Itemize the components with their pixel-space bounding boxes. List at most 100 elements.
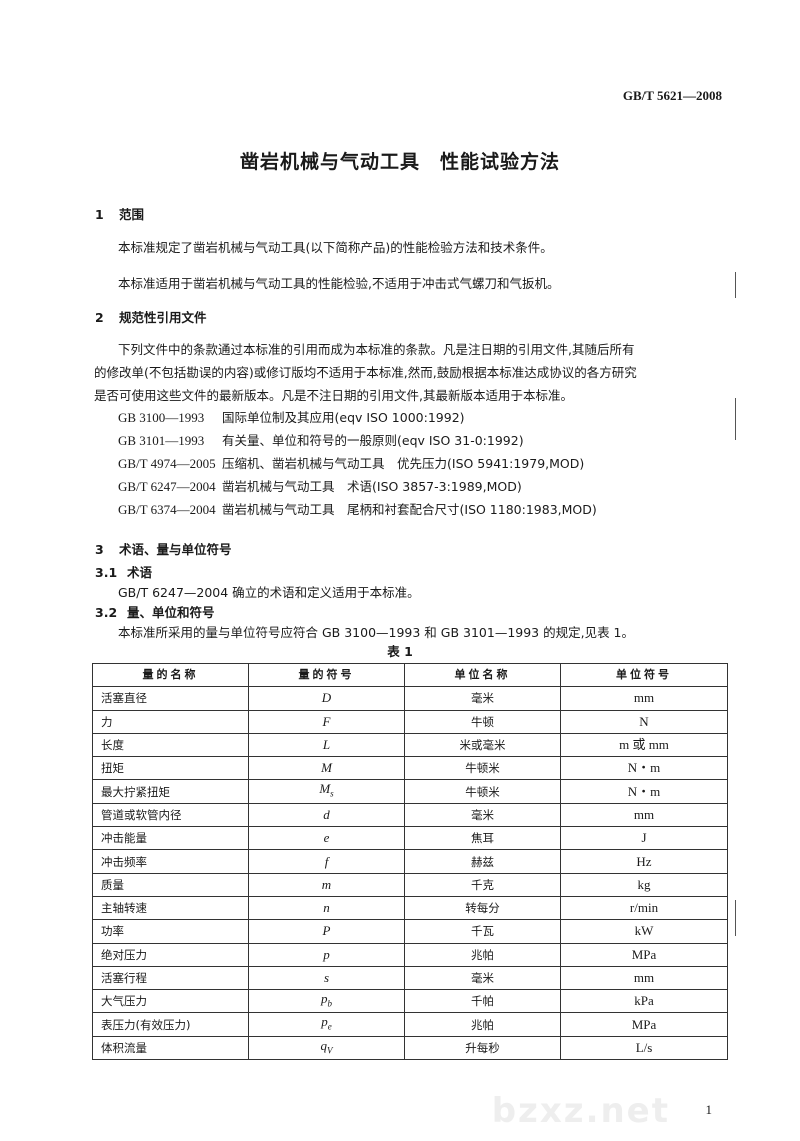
symbol-base: n xyxy=(323,900,330,916)
paragraph: GB/T 6247—2004 确立的术语和定义适用于本标准。 xyxy=(118,585,420,600)
unit-symbol: Hz xyxy=(560,849,728,874)
quantity-symbol: qV xyxy=(248,1035,405,1061)
reference-title: 凿岩机械与气动工具 尾柄和衬套配合尺寸(ISO 1180:1983,MOD) xyxy=(222,502,597,517)
change-bar xyxy=(735,900,736,936)
section-3-1-heading: 3.1 术语 xyxy=(95,565,152,581)
paragraph-line: 的修改单(不包括勘误的内容)或修订版均不适用于本标准,然而,鼓励根据本标准达成协… xyxy=(94,365,637,380)
paragraph-line: 是否可使用这些文件的最新版本。凡是不注日期的引用文件,其最新版本适用于本标准。 xyxy=(94,388,573,403)
table-row: 长度 L 米或毫米 m 或 mm xyxy=(92,732,728,758)
quantity-name: 力 xyxy=(92,709,249,734)
unit-name: 牛顿米 xyxy=(404,779,561,804)
unit-name: 赫兹 xyxy=(404,849,561,874)
quantity-name: 管道或软管内径 xyxy=(92,802,249,828)
reference-item: GB 3101—1993 有关量、单位和符号的一般原则(eqv ISO 31-0:… xyxy=(118,433,524,449)
section-number: 3.2 xyxy=(95,605,118,620)
section-1-heading: 1 范围 xyxy=(95,207,144,223)
quantity-name: 冲击能量 xyxy=(92,826,249,851)
reference-title: 有关量、单位和符号的一般原则(eqv ISO 31-0:1992) xyxy=(222,433,524,448)
paragraph-line: 下列文件中的条款通过本标准的引用而成为本标准的条款。凡是注日期的引用文件,其随后… xyxy=(118,342,635,357)
column-header: 量的名称 xyxy=(92,662,249,688)
quantity-symbol: pe xyxy=(248,1012,405,1037)
quantity-symbol: F xyxy=(248,709,405,734)
table-row: 冲击频率 f 赫兹 Hz xyxy=(92,849,728,874)
document-code: GB/T 5621—2008 xyxy=(622,88,722,103)
symbol-base: p xyxy=(321,991,328,1006)
table-row: 最大拧紧扭矩 Ms 牛顿米 N・m xyxy=(92,779,728,804)
unit-name: 转每分 xyxy=(404,895,561,921)
unit-symbol: m 或 mm xyxy=(560,732,728,758)
section-2-heading: 2 规范性引用文件 xyxy=(95,310,207,326)
symbol-base: s xyxy=(323,970,330,985)
quantity-name: 质量 xyxy=(92,872,249,897)
paragraph: 本标准适用于凿岩机械与气动工具的性能检验,不适用于冲击式气螺刀和气扳机。 xyxy=(118,276,560,291)
unit-symbol: kPa xyxy=(560,989,728,1014)
section-title: 术语、量与单位符号 xyxy=(119,542,232,557)
reference-code: GB 3101—1993 xyxy=(118,433,205,448)
unit-name: 毫米 xyxy=(404,686,561,711)
unit-symbol: kW xyxy=(560,919,728,944)
symbol-base: e xyxy=(323,830,330,846)
symbol-subscript: s xyxy=(330,788,334,799)
table-row: 体积流量 qV 升每秒 L/s xyxy=(92,1035,728,1061)
symbol-base: L xyxy=(322,737,331,753)
unit-name: 毫米 xyxy=(404,965,561,991)
quantity-symbol: m xyxy=(248,872,405,897)
unit-symbol: mm xyxy=(560,686,728,711)
section-title: 术语 xyxy=(127,565,153,580)
unit-name: 牛顿 xyxy=(404,709,561,734)
section-number: 1 xyxy=(95,207,104,222)
symbol-base: p xyxy=(323,946,330,962)
reference-title: 国际单位制及其应用(eqv ISO 1000:1992) xyxy=(222,410,465,425)
reference-code: GB/T 4974—2005 xyxy=(118,456,216,471)
quantity-symbol: Ms xyxy=(248,779,405,804)
change-bar xyxy=(735,272,736,298)
symbol-base: m xyxy=(321,876,332,892)
unit-name: 兆帕 xyxy=(404,1012,561,1037)
page-number: 1 xyxy=(705,1102,713,1117)
unit-symbol: mm xyxy=(560,802,728,828)
quantity-symbol: n xyxy=(248,895,405,921)
section-3-2-heading: 3.2 量、单位和符号 xyxy=(95,605,215,621)
table-row: 管道或软管内径 d 毫米 mm xyxy=(92,802,728,828)
symbol-subscript: V xyxy=(327,1045,333,1056)
section-title: 范围 xyxy=(119,207,145,222)
symbol-base: F xyxy=(322,713,331,729)
quantity-name: 活塞直径 xyxy=(92,686,249,711)
quantity-symbol: d xyxy=(248,802,405,828)
quantity-symbol: p xyxy=(248,942,405,967)
unit-symbol: J xyxy=(560,826,728,851)
symbol-base: M xyxy=(321,760,332,776)
paragraph: 本标准所采用的量与单位符号应符合 GB 3100—1993 和 GB 3101—… xyxy=(118,625,635,640)
unit-name: 毫米 xyxy=(404,802,561,828)
reference-code: GB/T 6374—2004 xyxy=(118,502,216,517)
reference-code: GB 3100—1993 xyxy=(118,410,205,425)
quantity-symbol: s xyxy=(248,965,405,991)
unit-symbol: L/s xyxy=(560,1035,728,1061)
column-header: 量的符号 xyxy=(248,662,405,688)
quantity-symbol: M xyxy=(248,756,405,781)
symbol-subscript: b xyxy=(327,998,333,1009)
quantity-name: 最大拧紧扭矩 xyxy=(92,779,249,804)
quantity-symbol: e xyxy=(248,826,405,851)
column-header: 单位符号 xyxy=(560,662,728,688)
symbol-base: d xyxy=(323,806,330,822)
symbol-base: p xyxy=(321,1014,328,1030)
symbol-base: P xyxy=(322,923,331,939)
reference-item: GB/T 6247—2004 凿岩机械与气动工具 术语(ISO 3857-3:19… xyxy=(118,479,522,495)
unit-symbol: N xyxy=(560,709,728,734)
unit-symbol: kg xyxy=(560,872,728,897)
symbol-base: M xyxy=(319,781,331,797)
unit-name: 米或毫米 xyxy=(404,732,561,758)
unit-symbol: mm xyxy=(560,965,728,991)
quantity-symbol: P xyxy=(248,919,405,944)
table-row: 活塞行程 s 毫米 mm xyxy=(92,965,728,991)
quantity-name: 表压力(有效压力) xyxy=(92,1012,249,1037)
reference-code: GB/T 6247—2004 xyxy=(118,479,216,494)
unit-name: 千瓦 xyxy=(404,919,561,944)
unit-name: 千帕 xyxy=(404,989,561,1014)
paragraph: 本标准规定了凿岩机械与气动工具(以下简称产品)的性能检验方法和技术条件。 xyxy=(118,240,553,255)
section-3-heading: 3 术语、量与单位符号 xyxy=(95,542,232,558)
quantity-symbol: f xyxy=(248,849,405,874)
symbol-subscript: e xyxy=(327,1021,332,1032)
unit-symbol: MPa xyxy=(560,942,728,967)
